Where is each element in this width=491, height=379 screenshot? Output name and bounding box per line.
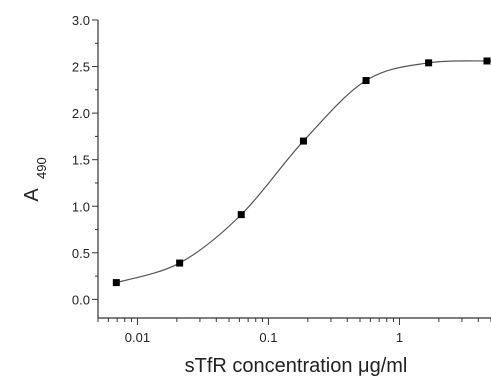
series-line <box>116 60 491 284</box>
data-point <box>176 259 184 267</box>
y-tick-label: 1.5 <box>72 153 90 168</box>
y-axis-label-main: A <box>21 188 43 202</box>
data-point <box>425 59 433 67</box>
data-point <box>299 137 307 145</box>
data-point <box>237 211 245 219</box>
y-axis-label: A 490 <box>21 157 49 201</box>
ticks: 0.0 0.5 1.0 1.5 2.0 2.5 3.0 0.01 0.1 1 <box>72 13 491 345</box>
y-tick-label: 0.0 <box>72 292 90 307</box>
y-tick-label: 2.0 <box>72 106 90 121</box>
axes <box>97 20 491 319</box>
y-axis-label-subscript: 490 <box>34 157 49 179</box>
y-tick-label: 2.5 <box>72 60 90 75</box>
data-points <box>112 57 491 287</box>
x-tick-label: 0.1 <box>259 330 277 345</box>
data-point <box>112 279 120 287</box>
x-axis-label: sTfR concentration μg/ml <box>185 355 408 377</box>
x-tick-label: 1 <box>396 330 403 345</box>
y-tick-label: 0.5 <box>72 246 90 261</box>
y-tick-label: 1.0 <box>72 199 90 214</box>
data-point <box>362 77 370 85</box>
data-point <box>483 57 491 65</box>
y-tick-label: 3.0 <box>72 13 90 28</box>
fit-curve <box>116 60 491 284</box>
x-tick-label: 0.01 <box>125 330 150 345</box>
